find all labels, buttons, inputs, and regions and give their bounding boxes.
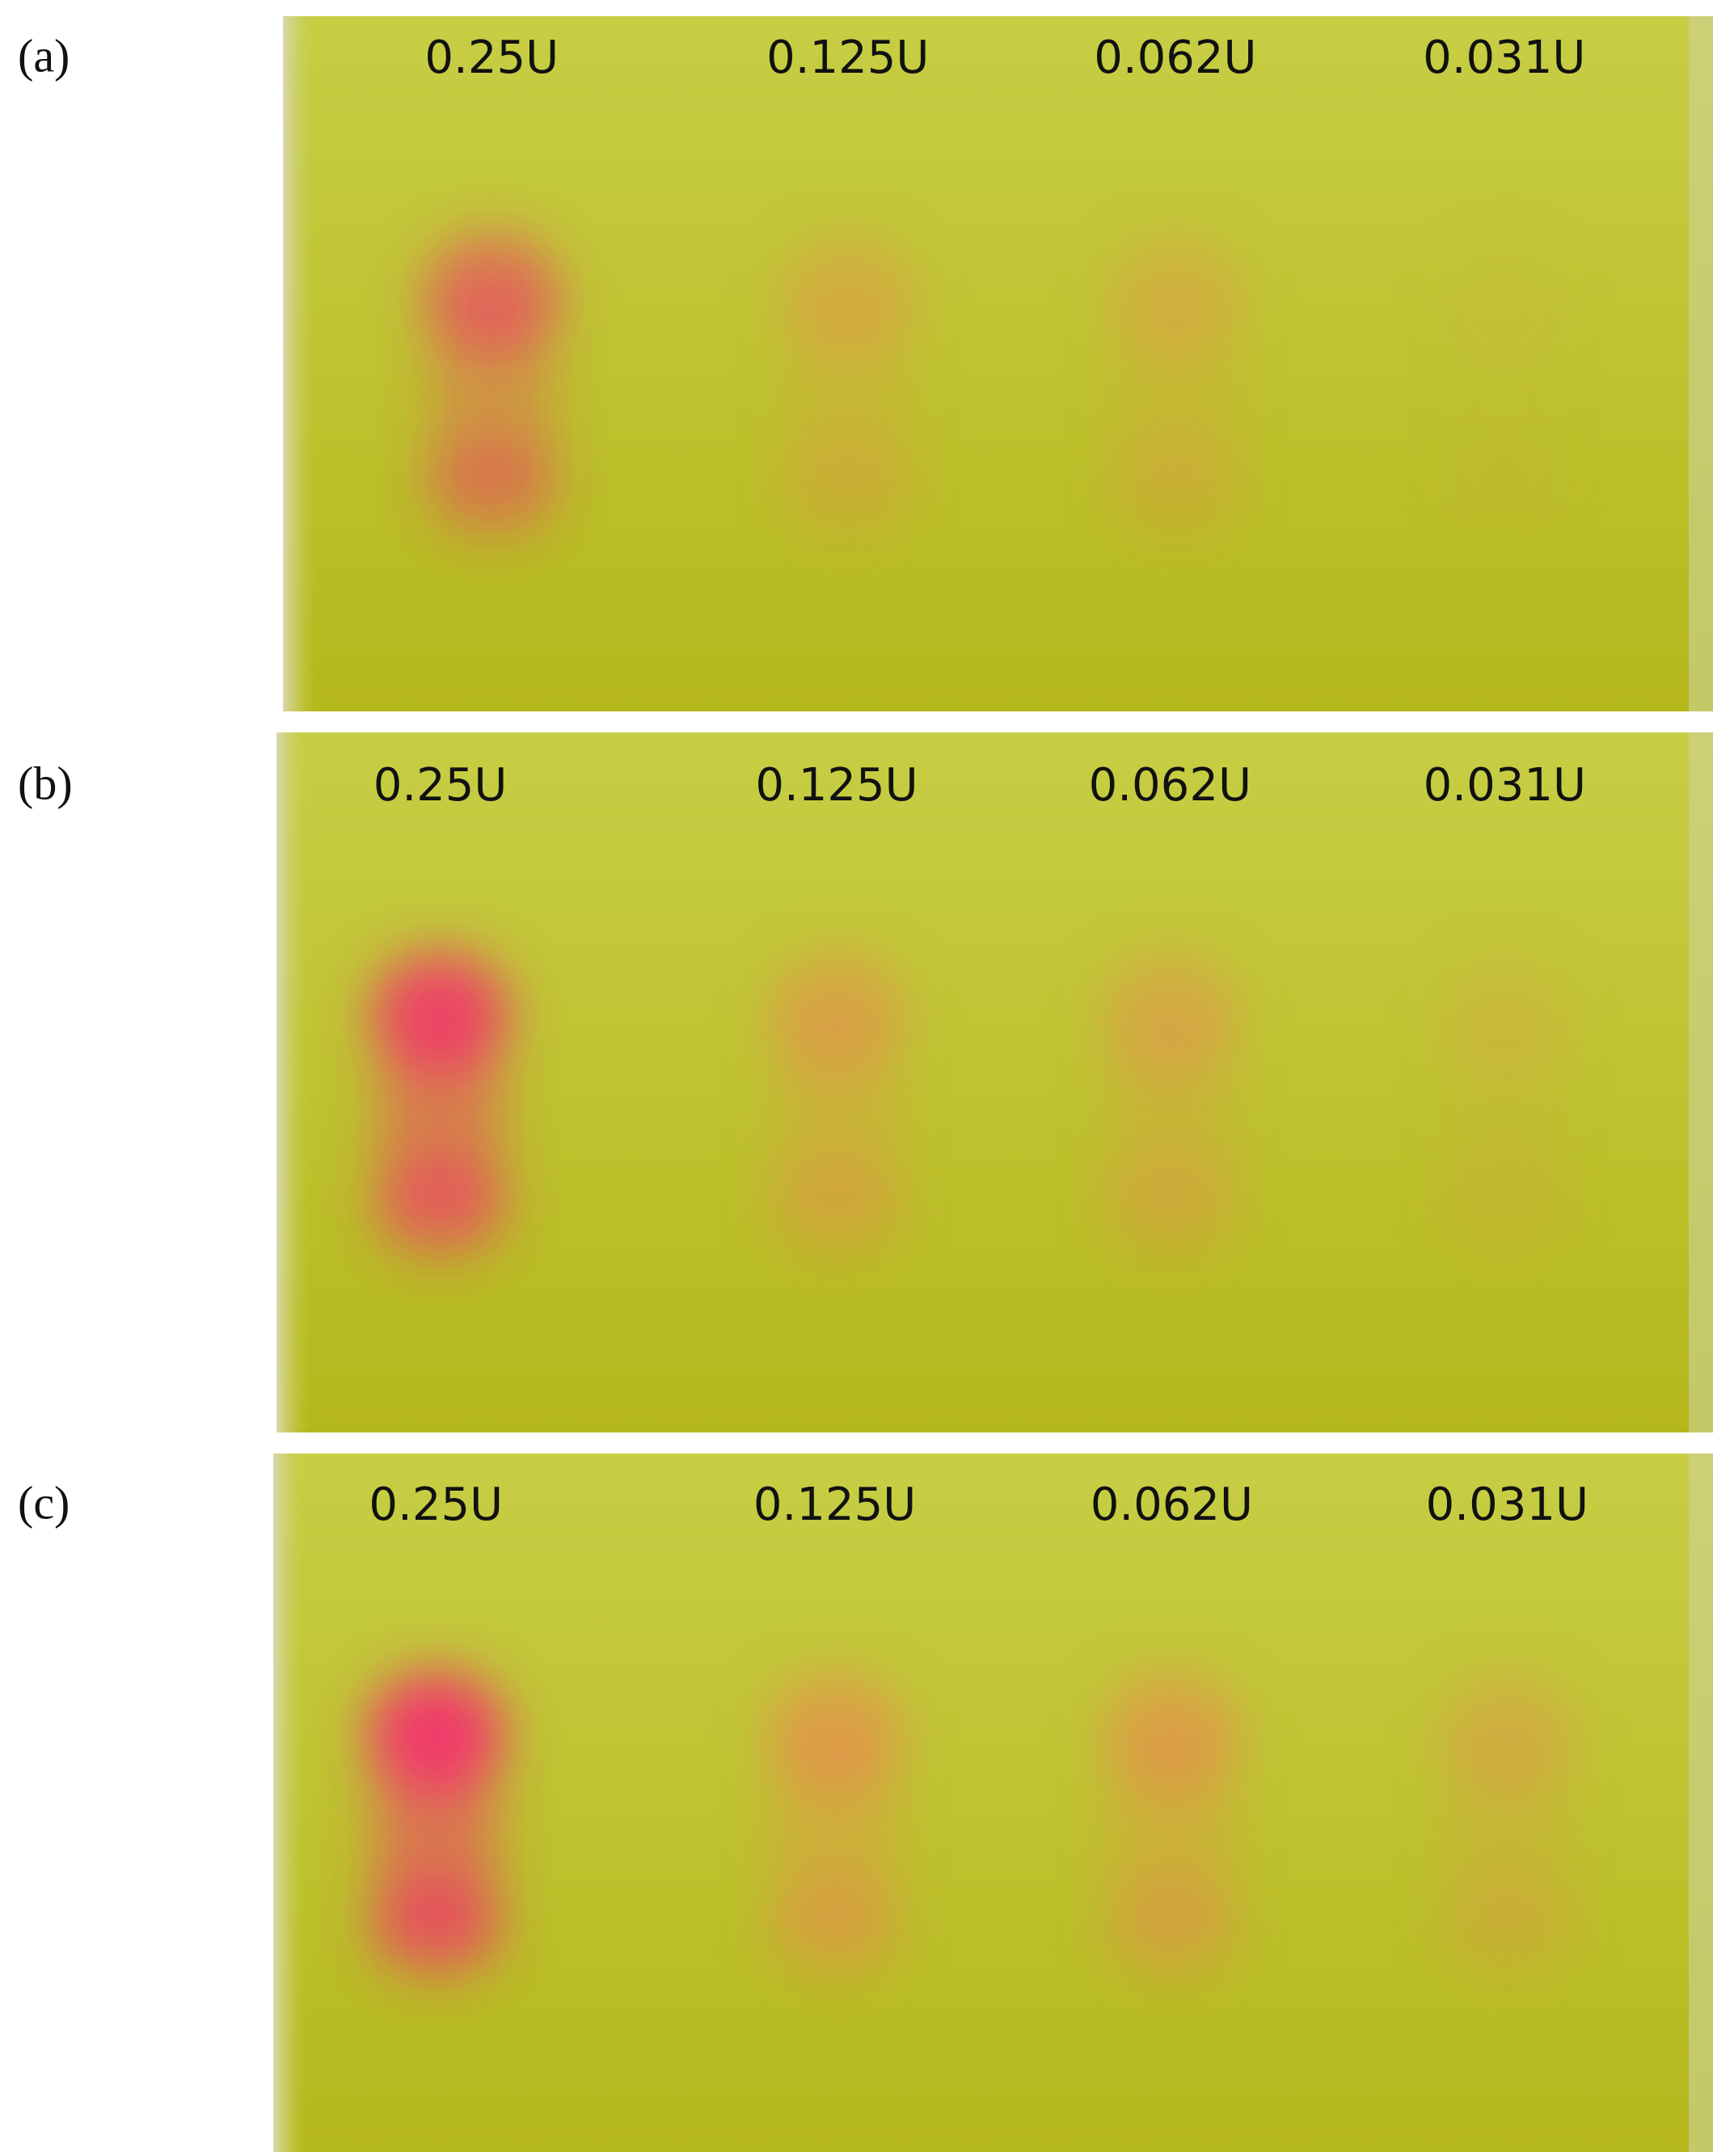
lane-label: 0.031U	[1424, 759, 1586, 812]
spot	[1105, 1159, 1235, 1257]
lane-label: 0.25U	[424, 32, 559, 84]
spot	[1442, 1880, 1572, 1977]
plate-edge-right	[1689, 16, 1713, 711]
lane-label: 0.125U	[753, 1479, 916, 1531]
spot	[1107, 1880, 1237, 1977]
spot	[772, 1159, 902, 1257]
lane-label: 0.125U	[755, 759, 918, 812]
spot	[1110, 440, 1240, 538]
plate-edge-right	[1689, 732, 1713, 1432]
plate-edge	[276, 732, 309, 1432]
spots	[371, 951, 1574, 1257]
panel-label: (c)	[18, 1476, 70, 1529]
spot	[783, 440, 913, 538]
spot	[1439, 440, 1569, 538]
spot	[375, 1159, 505, 1257]
panel: (a) 0.25U 0.125U 0.062U 0.031U	[18, 16, 1713, 711]
spots	[367, 1672, 1576, 1977]
lane-label: 0.062U	[1089, 759, 1251, 812]
lane-label: 0.125U	[766, 32, 929, 84]
lane-label: 0.25U	[369, 1479, 503, 1531]
lane-label: 0.031U	[1423, 32, 1585, 84]
spot	[770, 1880, 900, 1977]
panel: (b) 0.25U 0.125U 0.062U 0.031U	[18, 732, 1713, 1432]
lane-label: 0.062U	[1094, 32, 1256, 84]
panel: (c) 0.25U 0.125U 0.062U 0.031U	[18, 1454, 1713, 2152]
spot	[1435, 234, 1573, 355]
lane-label: 0.062U	[1091, 1479, 1253, 1531]
panel-label: (a)	[18, 29, 70, 82]
plate-edge-right	[1689, 1454, 1713, 2152]
spot	[427, 440, 557, 538]
plate-edge	[273, 1454, 306, 2152]
plate-edge	[283, 16, 315, 711]
spots	[423, 234, 1573, 538]
lane-label: 0.031U	[1426, 1479, 1589, 1531]
panel-label: (b)	[18, 757, 73, 809]
lane-label: 0.25U	[373, 759, 508, 812]
spot	[1440, 1159, 1570, 1257]
spot	[371, 1880, 501, 1977]
